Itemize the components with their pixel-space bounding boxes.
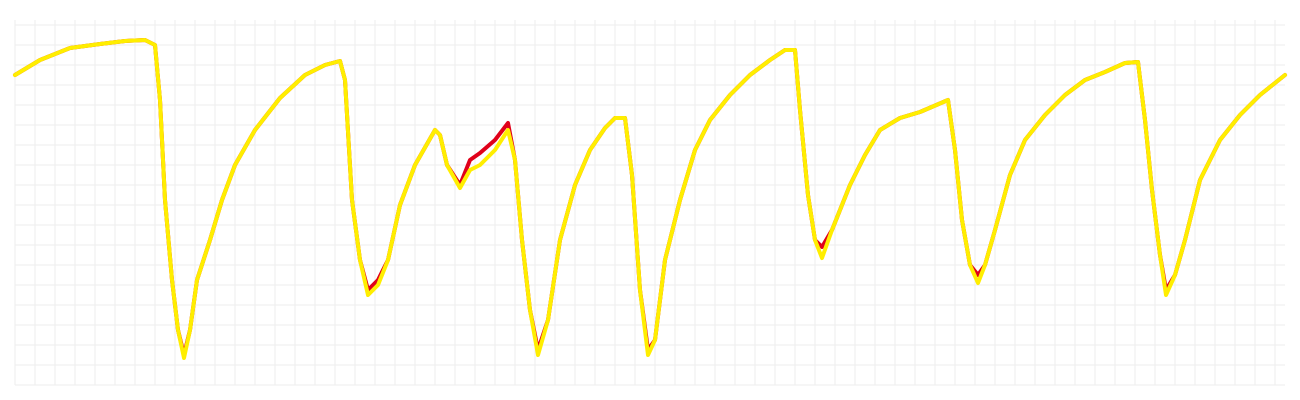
- series-line: [13, 38, 1287, 360]
